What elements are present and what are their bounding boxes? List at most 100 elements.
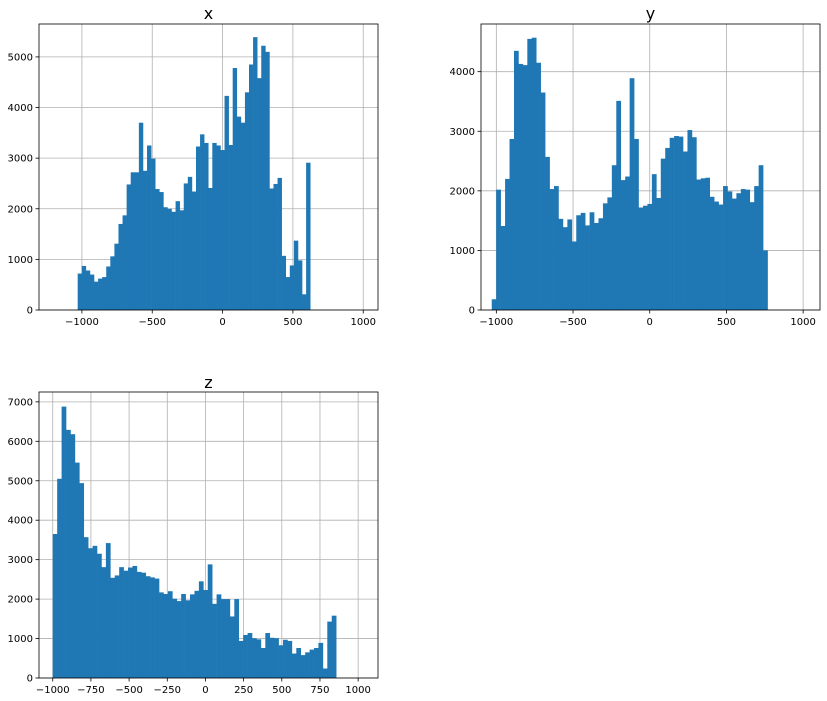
histogram-bar bbox=[243, 635, 248, 678]
y-tick-label: 3000 bbox=[8, 555, 33, 566]
histogram-bar bbox=[128, 567, 133, 678]
histogram-bar bbox=[159, 592, 164, 678]
histogram-bar bbox=[118, 223, 123, 310]
histogram-bar bbox=[134, 172, 140, 310]
histogram-bar bbox=[265, 633, 271, 678]
y-tick-label: 6000 bbox=[8, 437, 33, 448]
histogram-bar bbox=[77, 273, 83, 310]
histogram-bar bbox=[518, 63, 524, 310]
histogram-bar bbox=[305, 652, 310, 678]
histogram-bar bbox=[198, 581, 204, 678]
histogram-bar bbox=[602, 203, 608, 310]
histogram-bar bbox=[616, 100, 622, 310]
histogram-bar bbox=[289, 265, 295, 310]
histogram-bar bbox=[763, 250, 768, 310]
x-tick-label: 1000 bbox=[351, 317, 376, 328]
y-tick-label: 1000 bbox=[8, 255, 33, 266]
histogram-bar bbox=[145, 576, 151, 678]
histogram-bar bbox=[220, 150, 225, 310]
histogram-bar bbox=[273, 183, 278, 310]
histogram-bar bbox=[221, 599, 226, 678]
histogram-z-panel: z −1000 −750 −500 −250 0 250 500 750 1000 0 1000 20… bbox=[8, 373, 379, 696]
y-tick-label: 7000 bbox=[8, 397, 33, 408]
histogram-bar bbox=[705, 177, 711, 310]
histogram-bar bbox=[81, 265, 87, 310]
histogram-bar bbox=[257, 78, 262, 310]
histogram-bar bbox=[558, 218, 564, 310]
x-tick-label: 0 bbox=[647, 317, 653, 328]
histogram-bar bbox=[61, 406, 67, 678]
histogram-bar bbox=[212, 142, 217, 310]
histogram-bar bbox=[660, 158, 666, 310]
histogram-bar bbox=[527, 38, 533, 310]
histogram-bar bbox=[585, 225, 590, 310]
histogram-bar bbox=[85, 270, 91, 310]
histogram-bar bbox=[216, 594, 222, 678]
histogram-bar bbox=[110, 577, 116, 678]
histogram-bar bbox=[238, 640, 244, 678]
histogram-bar bbox=[114, 575, 120, 678]
histogram-bar bbox=[216, 145, 221, 310]
y-tick-label: 3000 bbox=[8, 154, 33, 165]
histogram-bar bbox=[261, 45, 266, 311]
histogram-bar bbox=[274, 638, 279, 678]
histogram-bar bbox=[651, 174, 657, 310]
histogram-bar bbox=[496, 189, 501, 310]
histogram-bar bbox=[700, 178, 706, 310]
histogram-bar bbox=[253, 37, 258, 310]
x-tick-label: −1000 bbox=[36, 685, 70, 696]
histogram-bar bbox=[718, 204, 724, 310]
histogram-bar bbox=[83, 537, 89, 678]
histogram-x-panel: x −1000 −500 0 500 1000 0 1000 2000 3000 4000 5000 bbox=[8, 4, 379, 328]
histogram-bar bbox=[185, 600, 191, 678]
histogram-bar bbox=[314, 648, 319, 678]
histogram-bar bbox=[163, 207, 168, 310]
histogram-bar bbox=[571, 241, 577, 310]
histogram-bar bbox=[531, 37, 537, 311]
histogram-bar bbox=[281, 255, 287, 310]
histogram-bar bbox=[536, 62, 541, 310]
x-tick-label: 750 bbox=[310, 685, 329, 696]
histogram-bar bbox=[92, 545, 98, 678]
histogram-bar bbox=[175, 201, 180, 310]
histogram-bar bbox=[589, 212, 595, 310]
histogram-bar bbox=[234, 599, 240, 678]
histogram-bar bbox=[300, 655, 306, 678]
histogram-bar bbox=[723, 186, 728, 310]
histogram-bar bbox=[754, 186, 759, 310]
histogram-bar bbox=[88, 548, 93, 678]
x-tick-label: −1000 bbox=[65, 317, 99, 328]
histogram-bar bbox=[240, 122, 246, 310]
histogram-bar bbox=[607, 197, 613, 310]
histogram-bar bbox=[232, 68, 238, 310]
histogram-bar bbox=[93, 281, 99, 310]
y-tick-label: 4000 bbox=[8, 103, 33, 114]
histogram-bar bbox=[674, 136, 679, 310]
histogram-bar bbox=[260, 648, 266, 678]
histogram-bar bbox=[172, 598, 178, 678]
histogram-bar bbox=[297, 260, 303, 310]
histogram-y-panel: y −1000 −500 0 500 1000 0 1000 2000 3000 4000 bbox=[450, 4, 821, 328]
histogram-bar bbox=[278, 645, 284, 678]
bars-z bbox=[52, 406, 337, 678]
histogram-bar bbox=[691, 137, 697, 310]
histogram-bar bbox=[758, 165, 764, 310]
axes-frame-x bbox=[38, 23, 379, 311]
histogram-bar bbox=[247, 633, 253, 678]
histogram-bar bbox=[244, 92, 250, 311]
histogram-bar bbox=[749, 202, 755, 310]
x-tick-label: 500 bbox=[283, 317, 302, 328]
histogram-bar bbox=[147, 145, 152, 310]
histogram-bar bbox=[287, 640, 293, 678]
x-tick-label: 1000 bbox=[345, 685, 370, 696]
histogram-bar bbox=[114, 243, 119, 310]
histogram-bar bbox=[249, 64, 254, 310]
histogram-bar bbox=[549, 189, 555, 310]
histogram-bar bbox=[598, 218, 604, 310]
histogram-bar bbox=[224, 95, 229, 311]
histogram-bar bbox=[119, 567, 124, 678]
axes-frame-z bbox=[38, 391, 379, 679]
chart-title-y: y bbox=[646, 4, 655, 23]
histogram-bar bbox=[576, 215, 582, 310]
histogram-bar bbox=[155, 189, 160, 310]
